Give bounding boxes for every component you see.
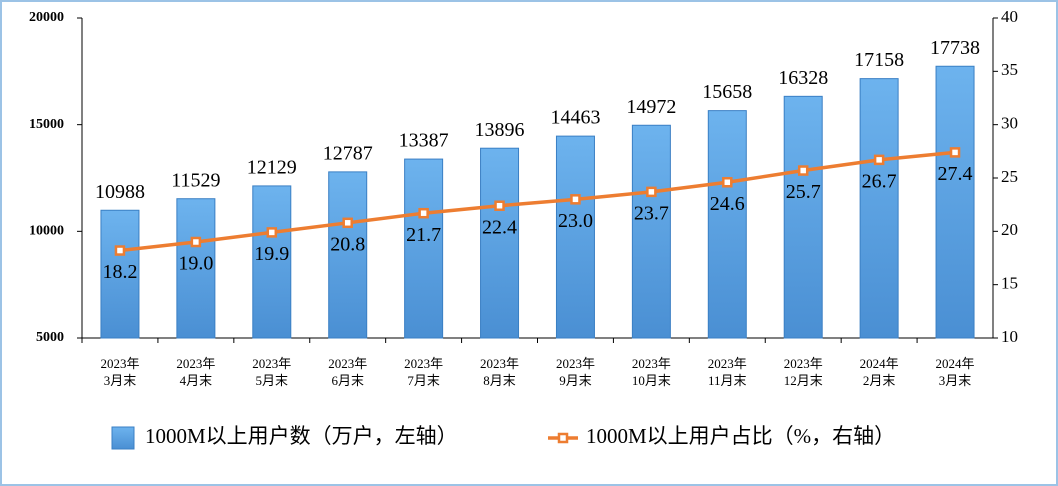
bar-value-label: 10988 xyxy=(95,181,145,203)
y-tick-label: 20000 xyxy=(29,10,64,25)
x-tick-label: 2024年 xyxy=(936,356,975,371)
x-tick-label: 2023年 xyxy=(328,356,367,371)
x-tick-label: 11月末 xyxy=(708,373,747,388)
line-value-label: 21.7 xyxy=(406,224,441,246)
line-marker xyxy=(418,207,429,219)
line-marker xyxy=(873,154,885,166)
bar xyxy=(100,209,140,339)
line-marker xyxy=(797,165,809,176)
line-marker xyxy=(570,194,581,205)
line-value-label: 20.8 xyxy=(330,233,365,255)
bar-value-label: 13387 xyxy=(399,130,449,152)
y2-tick-label: 15 xyxy=(1001,274,1018,293)
x-tick-label: 2023年 xyxy=(176,356,215,371)
y2-tick-label: 35 xyxy=(1001,60,1018,79)
line-value-label: 23.0 xyxy=(558,210,593,232)
x-tick-label: 12月末 xyxy=(784,373,823,388)
bar-value-label: 13896 xyxy=(475,119,525,141)
y2-tick-label: 10 xyxy=(1001,327,1018,346)
line-marker xyxy=(646,186,657,198)
x-tick-label: 5月末 xyxy=(256,373,289,388)
line-value-label: 19.9 xyxy=(254,243,289,265)
legend-label: 1000M以上用户占比（%，右轴） xyxy=(586,424,895,448)
bar-value-label: 14463 xyxy=(550,107,600,129)
line-value-label: 19.0 xyxy=(178,253,213,275)
x-tick-label: 2023年 xyxy=(632,356,671,371)
y2-tick-label: 20 xyxy=(1001,220,1018,239)
x-tick-label: 2023年 xyxy=(784,356,823,371)
line-value-label: 25.7 xyxy=(786,181,821,203)
line-value-label: 22.4 xyxy=(482,216,517,238)
line-marker xyxy=(722,177,733,188)
line-value-label: 26.7 xyxy=(862,170,897,192)
bar xyxy=(328,171,368,339)
line-value-label: 27.4 xyxy=(938,163,973,185)
bar-value-label: 11529 xyxy=(171,169,220,191)
line-marker xyxy=(190,236,202,248)
legend-swatch xyxy=(557,432,569,444)
x-tick-label: 2023年 xyxy=(708,356,747,371)
y-tick-label: 10000 xyxy=(29,224,64,239)
bar xyxy=(631,124,671,339)
bar-value-label: 12129 xyxy=(247,157,297,179)
x-tick-label: 7月末 xyxy=(407,373,440,388)
bar xyxy=(480,147,520,339)
x-tick-label: 2023年 xyxy=(100,356,139,371)
bar xyxy=(935,65,975,339)
line xyxy=(119,150,956,253)
x-tick-label: 4月末 xyxy=(180,373,213,388)
x-tick-label: 3月末 xyxy=(104,373,137,388)
x-tick-label: 2023年 xyxy=(404,356,443,371)
bar xyxy=(783,95,823,339)
x-tick-label: 9月末 xyxy=(559,373,592,388)
bar-value-label: 15658 xyxy=(702,81,752,103)
line-marker xyxy=(494,200,505,211)
x-tick-label: 2023年 xyxy=(252,356,291,371)
bar xyxy=(859,78,899,339)
bar xyxy=(404,158,444,339)
line-marker xyxy=(114,245,126,256)
line-marker xyxy=(266,227,278,238)
bar-value-label: 12787 xyxy=(323,142,373,164)
bar-value-label: 14972 xyxy=(626,96,676,118)
x-tick-label: 2023年 xyxy=(480,356,519,371)
bar xyxy=(176,198,216,339)
line-marker xyxy=(342,217,353,229)
legend-swatch xyxy=(111,426,135,450)
line-value-label: 23.7 xyxy=(634,202,669,224)
bar xyxy=(707,110,747,339)
x-tick-label: 2024年 xyxy=(860,356,899,371)
bar xyxy=(252,185,292,339)
line-value-label: 24.6 xyxy=(710,193,745,215)
y-tick-label: 5000 xyxy=(36,330,64,345)
legend-label: 1000M以上用户数（万户，左轴） xyxy=(145,424,458,448)
x-tick-label: 6月末 xyxy=(331,373,364,388)
x-tick-label: 8月末 xyxy=(483,373,516,388)
y2-tick-label: 40 xyxy=(1001,7,1018,26)
x-tick-label: 2月末 xyxy=(863,373,896,388)
y-tick-label: 15000 xyxy=(29,117,64,132)
x-tick-label: 10月末 xyxy=(632,373,671,388)
bar-value-label: 17158 xyxy=(854,49,904,71)
line-value-label: 18.2 xyxy=(102,261,137,283)
y2-tick-label: 25 xyxy=(1001,167,1018,186)
x-tick-label: 2023年 xyxy=(556,356,595,371)
bar-value-label: 16328 xyxy=(778,67,828,89)
bar xyxy=(555,135,595,339)
x-tick-label: 3月末 xyxy=(939,373,972,388)
bar-value-label: 17738 xyxy=(930,37,980,59)
line-marker xyxy=(949,147,961,158)
y2-tick-label: 30 xyxy=(1001,114,1018,133)
